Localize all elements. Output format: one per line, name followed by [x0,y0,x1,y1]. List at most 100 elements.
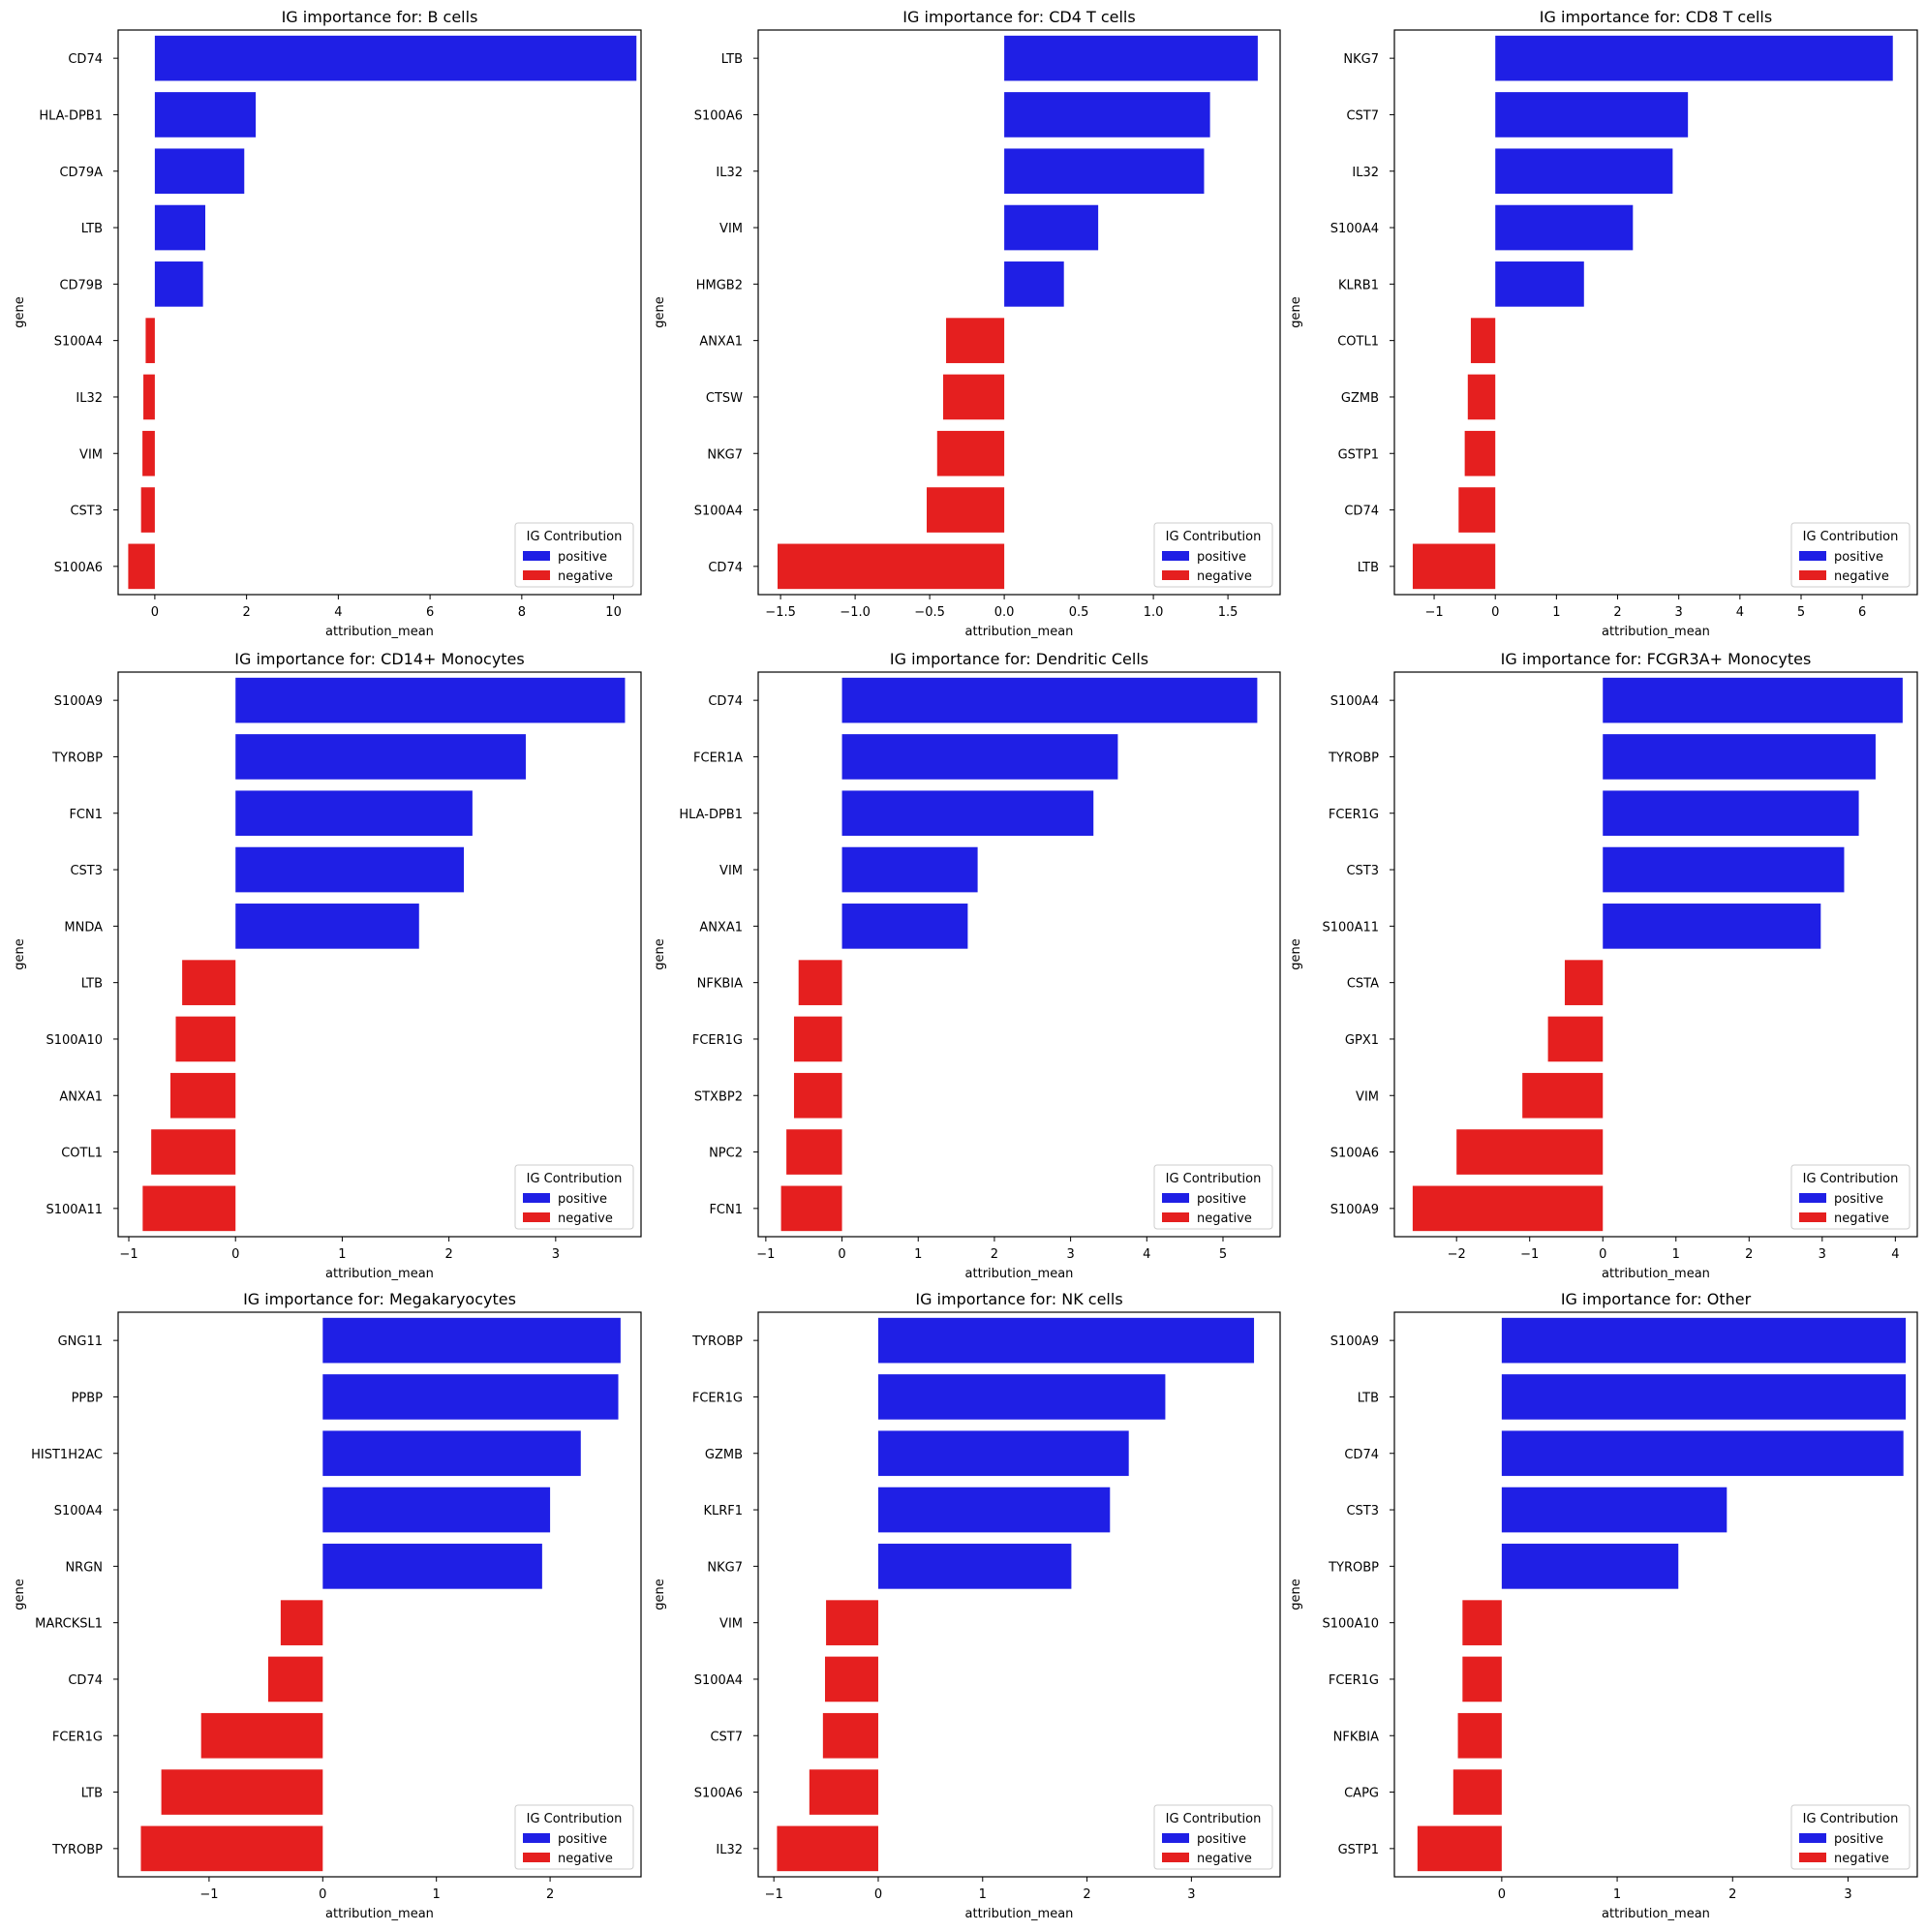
legend-label-positive: positive [1197,550,1246,565]
bar-S100A9 [1412,1185,1604,1232]
bar-CSTA [1564,960,1604,1005]
bar-GZMB [1467,374,1496,420]
y-tick-label: VIM [719,222,743,236]
legend: IG Contribution positive negative [1153,1164,1273,1230]
y-tick-label: FCER1A [693,751,743,765]
y-tick-label: VIM [1356,1089,1379,1104]
y-tick-label: TYROBP [51,1843,103,1857]
x-tick-label: 2 [1745,1247,1753,1262]
bar-VIM [826,1600,878,1645]
x-tick-label: 0.5 [1069,605,1089,620]
legend-label-negative: negative [1197,1852,1252,1866]
y-tick-label: S100A10 [46,1033,104,1048]
plot-frame [1393,29,1918,596]
plot-frame [117,29,642,596]
bar-NPC2 [786,1129,842,1175]
bar-S100A9 [1501,1317,1907,1364]
bar-KLRB1 [1495,261,1584,307]
bar-CD74 [778,543,1005,590]
bar-ANXA1 [841,904,968,949]
bar-S100A6 [128,543,155,590]
y-axis-label: gene [13,1579,27,1610]
bar-NKG7 [877,1544,1072,1589]
bar-CAPG [1452,1769,1502,1815]
x-tick-label: 0 [151,605,159,620]
bar-CD74 [154,35,637,81]
y-tick-label: GZMB [705,1448,743,1462]
bar-CD74 [841,677,1258,723]
legend-label-positive: positive [1834,1192,1883,1207]
bar-S100A4 [1603,677,1903,723]
y-tick-label: GNG11 [58,1334,103,1349]
y-tick-label: S100A6 [1330,1147,1379,1161]
legend-label-negative: negative [1197,569,1252,584]
y-tick-label: NRGN [65,1560,103,1575]
bar-S100A11 [142,1185,236,1232]
chart-title: IG importance for: CD8 T cells [1540,8,1772,26]
bar-COTL1 [1470,318,1496,363]
bar-HLA-DPB1 [154,92,257,138]
x-tick-label: 3 [1066,1247,1074,1262]
x-axis-label: attribution_mean [1602,625,1710,639]
bar-LTB [182,960,236,1005]
bar-CST7 [1495,92,1689,138]
y-tick-label: CSTA [1347,977,1379,992]
bar-ANXA1 [946,318,1005,363]
x-tick-label: −1 [199,1887,218,1902]
x-tick-label: 3 [1675,605,1683,620]
chart-panel: LTB S100A6 IL32 VIM HMGB2 ANXA1 CTSW NKG7 S100A4… [653,8,1281,639]
y-tick-label: S100A4 [54,1504,103,1518]
legend-swatch-negative [523,1212,550,1222]
legend-label-positive: positive [1834,550,1883,565]
bar-FCER1G [1462,1656,1502,1702]
bar-PPBP [322,1374,619,1420]
bar-TYROBP [235,734,526,780]
x-tick-label: 0 [231,1247,239,1262]
x-tick-label: 2 [1083,1887,1090,1902]
legend-swatch-positive [1162,551,1189,561]
x-tick-label: 1.5 [1218,605,1238,620]
y-tick-label: COTL1 [61,1147,103,1161]
bar-TYROBP [140,1825,323,1872]
bar-HIST1H2AC [322,1430,581,1477]
y-tick-label: CD79B [59,278,103,292]
legend-swatch-negative [1799,1853,1826,1862]
bar-LTB [154,204,205,251]
chart-title: IG importance for: NK cells [915,1290,1122,1308]
bar-CTSW [942,374,1005,420]
x-tick-label: 4 [1891,1247,1899,1262]
bar-CST3 [140,487,155,533]
bar-IL32 [777,1825,878,1872]
y-tick-label: S100A6 [54,561,103,575]
bar-FCN1 [780,1185,842,1232]
y-tick-label: CD74 [708,561,743,575]
y-tick-label: CD74 [68,1673,103,1688]
chart-panel: CD74 HLA-DPB1 CD79A LTB CD79B S100A4 IL32 VIM CS… [13,8,642,639]
x-tick-label: 0 [1491,605,1499,620]
legend: IG Contribution positive negative [1790,1164,1911,1230]
y-tick-label: CST7 [710,1730,743,1744]
y-tick-label: S100A9 [54,694,103,709]
y-tick-label: NPC2 [709,1147,743,1161]
x-axis-label: attribution_mean [325,1907,434,1921]
y-tick-label: FCER1G [1329,1673,1379,1688]
legend-title: IG Contribution [1166,530,1262,544]
legend-swatch-positive [1799,551,1826,561]
bar-MARCKSL1 [280,1600,323,1645]
legend-label-positive: positive [558,550,607,565]
legend-label-negative: negative [558,569,613,584]
bar-NFKBIA [1457,1712,1502,1759]
y-tick-label: NFKBIA [1333,1730,1379,1744]
y-tick-label: S100A4 [1330,222,1379,236]
bar-CST3 [1501,1487,1727,1533]
legend-label-negative: negative [1834,1852,1889,1866]
legend: IG Contribution positive negative [1790,1804,1911,1870]
bar-TYROBP [877,1317,1255,1364]
y-tick-label: S100A11 [1323,920,1380,935]
x-tick-label: 2 [991,1247,998,1262]
bar-TYROBP [1501,1544,1679,1589]
legend-label-positive: positive [558,1192,607,1207]
legend-title: IG Contribution [527,1172,623,1186]
x-tick-label: −2 [1448,1247,1466,1262]
